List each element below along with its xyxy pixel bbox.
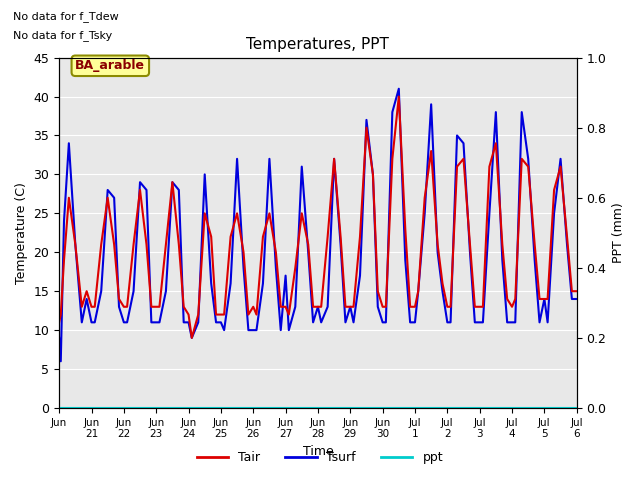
Y-axis label: Temperature (C): Temperature (C) — [15, 182, 28, 284]
Text: BA_arable: BA_arable — [76, 60, 145, 72]
Legend: Tair, Tsurf, ppt: Tair, Tsurf, ppt — [192, 446, 448, 469]
Text: No data for f_Tdew: No data for f_Tdew — [13, 11, 118, 22]
Y-axis label: PPT (mm): PPT (mm) — [612, 203, 625, 263]
Text: No data for f_Tsky: No data for f_Tsky — [13, 30, 112, 41]
Title: Temperatures, PPT: Temperatures, PPT — [246, 37, 389, 52]
X-axis label: Time: Time — [303, 445, 333, 458]
